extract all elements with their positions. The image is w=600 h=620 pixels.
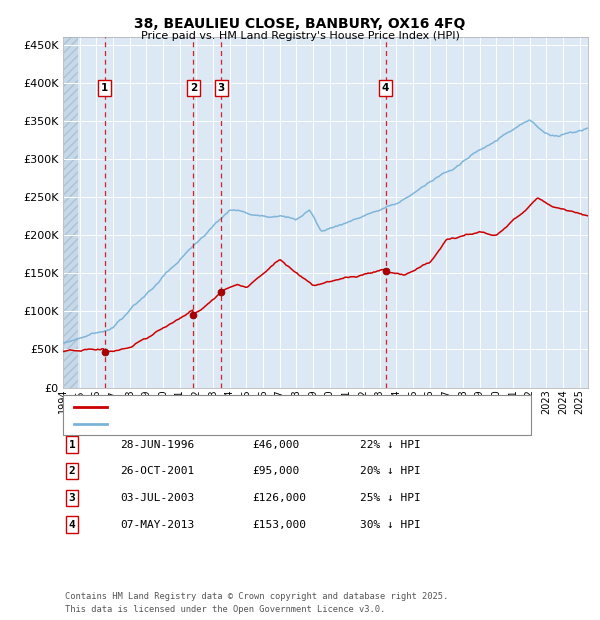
Text: Contains HM Land Registry data © Crown copyright and database right 2025.: Contains HM Land Registry data © Crown c… [65, 592, 448, 601]
Text: 2: 2 [190, 83, 197, 93]
Text: £46,000: £46,000 [252, 440, 299, 450]
Text: 25% ↓ HPI: 25% ↓ HPI [360, 493, 421, 503]
Text: HPI: Average price, semi-detached house, Cherwell: HPI: Average price, semi-detached house,… [113, 419, 407, 429]
Text: 28-JUN-1996: 28-JUN-1996 [120, 440, 194, 450]
Text: 1: 1 [68, 440, 76, 450]
Text: 07-MAY-2013: 07-MAY-2013 [120, 520, 194, 529]
Text: 1: 1 [101, 83, 108, 93]
Text: This data is licensed under the Open Government Licence v3.0.: This data is licensed under the Open Gov… [65, 604, 385, 614]
Text: 30% ↓ HPI: 30% ↓ HPI [360, 520, 421, 529]
Text: 3: 3 [68, 493, 76, 503]
Text: £95,000: £95,000 [252, 466, 299, 476]
Text: £126,000: £126,000 [252, 493, 306, 503]
Text: 4: 4 [382, 83, 389, 93]
Text: 3: 3 [218, 83, 225, 93]
Text: 4: 4 [68, 520, 76, 529]
Text: 38, BEAULIEU CLOSE, BANBURY, OX16 4FQ: 38, BEAULIEU CLOSE, BANBURY, OX16 4FQ [134, 17, 466, 32]
Text: 20% ↓ HPI: 20% ↓ HPI [360, 466, 421, 476]
Text: 2: 2 [68, 466, 76, 476]
Text: Price paid vs. HM Land Registry's House Price Index (HPI): Price paid vs. HM Land Registry's House … [140, 31, 460, 41]
Text: 26-OCT-2001: 26-OCT-2001 [120, 466, 194, 476]
Text: £153,000: £153,000 [252, 520, 306, 529]
Text: 03-JUL-2003: 03-JUL-2003 [120, 493, 194, 503]
Bar [63, 37, 79, 387]
Text: 38, BEAULIEU CLOSE, BANBURY, OX16 4FQ (semi-detached house): 38, BEAULIEU CLOSE, BANBURY, OX16 4FQ (s… [113, 402, 467, 412]
Text: 22% ↓ HPI: 22% ↓ HPI [360, 440, 421, 450]
